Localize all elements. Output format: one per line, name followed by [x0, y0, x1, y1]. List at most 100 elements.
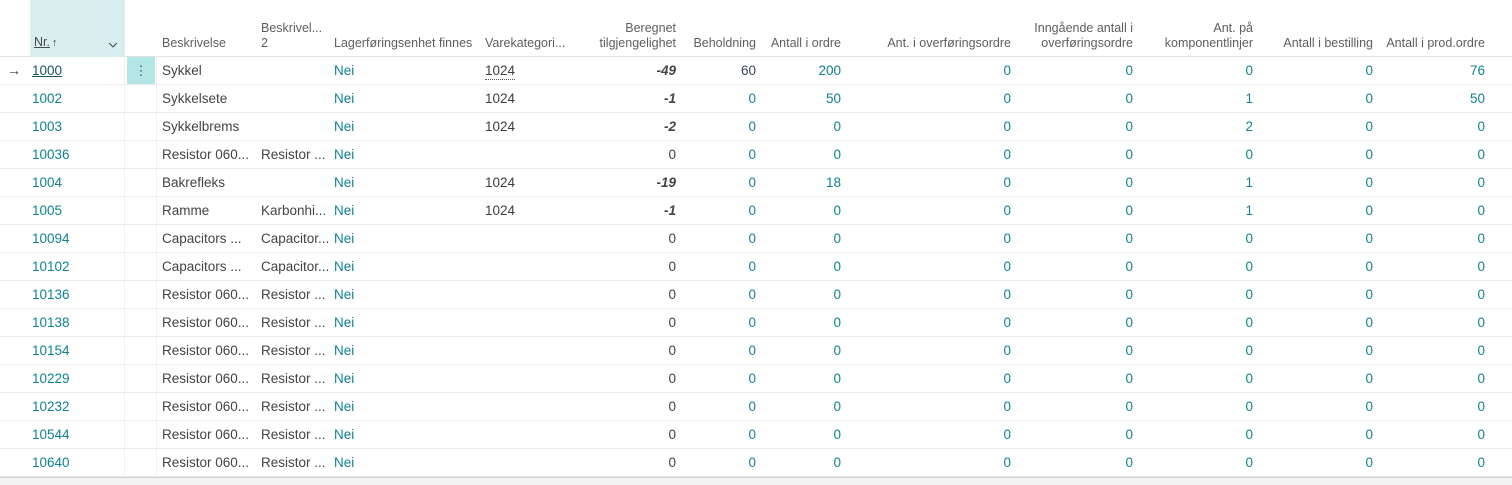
ant-pa-komponentlinjer-cell[interactable]: 0 — [1245, 427, 1253, 442]
ant-pa-komponentlinjer-cell[interactable]: 0 — [1245, 399, 1253, 414]
varekategori-cell[interactable] — [480, 449, 562, 476]
ant-pa-komponentlinjer-cell[interactable]: 0 — [1245, 231, 1253, 246]
antall-i-prodordre-cell[interactable]: 0 — [1477, 287, 1485, 302]
beskrivelse2-cell[interactable] — [257, 57, 330, 84]
inngaende-antall-cell[interactable]: 0 — [1125, 315, 1133, 330]
beholdning-cell[interactable]: 0 — [748, 371, 756, 386]
lagerforingsenhet-cell[interactable]: Nei — [334, 371, 355, 386]
ant-pa-komponentlinjer-cell[interactable]: 0 — [1245, 259, 1253, 274]
varekategori-cell[interactable]: 1024 — [480, 169, 562, 196]
column-header-beskrivelse[interactable]: Beskrivelse — [162, 36, 226, 50]
nr-cell[interactable]: 1005 — [30, 197, 125, 224]
beregnet-tilgjengelighet-cell[interactable]: -1 — [663, 91, 676, 106]
beskrivelse-cell[interactable]: Resistor 060... — [162, 147, 250, 162]
antall-i-prodordre-cell[interactable]: 76 — [1469, 63, 1485, 78]
antall-i-ordre-cell[interactable]: 0 — [833, 399, 841, 414]
more-options-button[interactable]: ⋮ — [127, 57, 155, 84]
beskrivelse-cell[interactable]: Capacitors ... — [162, 231, 242, 246]
antall-i-ordre-cell[interactable]: 0 — [833, 287, 841, 302]
inngaende-antall-cell[interactable]: 0 — [1125, 175, 1133, 190]
beskrivelse-cell[interactable]: Sykkelsete — [162, 91, 228, 106]
antall-i-prodordre-cell[interactable]: 0 — [1477, 231, 1485, 246]
ant-pa-komponentlinjer-cell[interactable]: 0 — [1245, 287, 1253, 302]
antall-i-bestilling-cell[interactable]: 0 — [1365, 63, 1373, 78]
beskrivelse2-cell[interactable]: Resistor ... — [261, 147, 326, 162]
beskrivelse-cell[interactable]: Resistor 060... — [162, 455, 250, 470]
antall-i-bestilling-cell[interactable]: 0 — [1365, 455, 1373, 470]
ant-i-overforingsordre-cell[interactable]: 0 — [1003, 63, 1011, 78]
ant-pa-komponentlinjer-cell[interactable]: 0 — [1245, 315, 1253, 330]
antall-i-ordre-cell[interactable]: 200 — [818, 63, 841, 78]
varekategori-cell[interactable] — [480, 253, 562, 280]
beskrivelse-cell[interactable]: Sykkel — [162, 63, 202, 78]
beskrivelse2-cell[interactable]: Resistor ... — [261, 427, 326, 442]
chevron-down-icon[interactable] — [107, 39, 119, 51]
beholdning-cell[interactable]: 0 — [748, 231, 756, 246]
beregnet-tilgjengelighet-cell[interactable]: 0 — [668, 427, 676, 442]
ant-i-overforingsordre-cell[interactable]: 0 — [1003, 343, 1011, 358]
nr-link[interactable]: 10232 — [32, 399, 70, 414]
nr-link[interactable]: 10138 — [32, 315, 70, 330]
beregnet-tilgjengelighet-cell[interactable]: -49 — [656, 63, 676, 78]
nr-cell[interactable]: 10640 — [30, 449, 125, 476]
antall-i-bestilling-cell[interactable]: 0 — [1365, 287, 1373, 302]
inngaende-antall-cell[interactable]: 0 — [1125, 455, 1133, 470]
antall-i-ordre-cell[interactable]: 0 — [833, 203, 841, 218]
lagerforingsenhet-cell[interactable]: Nei — [334, 427, 355, 442]
ant-pa-komponentlinjer-cell[interactable]: 0 — [1245, 455, 1253, 470]
antall-i-bestilling-cell[interactable]: 0 — [1365, 203, 1373, 218]
nr-cell[interactable]: 10544 — [30, 421, 125, 448]
ant-i-overforingsordre-cell[interactable]: 0 — [1003, 231, 1011, 246]
beholdning-cell[interactable]: 0 — [748, 203, 756, 218]
nr-link[interactable]: 10544 — [32, 427, 70, 442]
antall-i-ordre-cell[interactable]: 18 — [825, 175, 841, 190]
ant-i-overforingsordre-cell[interactable]: 0 — [1003, 455, 1011, 470]
nr-link[interactable]: 1005 — [32, 203, 63, 218]
column-header-antall-i-ordre[interactable]: Antall i ordre — [770, 36, 841, 50]
ant-pa-komponentlinjer-cell[interactable]: 1 — [1245, 91, 1253, 106]
ant-i-overforingsordre-cell[interactable]: 0 — [1003, 203, 1011, 218]
antall-i-prodordre-cell[interactable]: 0 — [1477, 427, 1485, 442]
ant-i-overforingsordre-cell[interactable]: 0 — [1003, 315, 1011, 330]
nr-cell[interactable]: 10094 — [30, 225, 125, 252]
antall-i-ordre-cell[interactable]: 0 — [833, 147, 841, 162]
lagerforingsenhet-cell[interactable]: Nei — [334, 203, 355, 218]
inngaende-antall-cell[interactable]: 0 — [1125, 287, 1133, 302]
antall-i-bestilling-cell[interactable]: 0 — [1365, 91, 1373, 106]
beskrivelse2-cell[interactable]: Resistor ... — [261, 371, 326, 386]
inngaende-antall-cell[interactable]: 0 — [1125, 147, 1133, 162]
varekategori-cell[interactable]: 1024 — [480, 197, 562, 224]
nr-link[interactable]: 1000 — [32, 63, 63, 78]
ant-pa-komponentlinjer-cell[interactable]: 0 — [1245, 343, 1253, 358]
lagerforingsenhet-cell[interactable]: Nei — [334, 91, 355, 106]
nr-link[interactable]: 10154 — [32, 343, 70, 358]
beregnet-tilgjengelighet-cell[interactable]: 0 — [668, 343, 676, 358]
beskrivelse-cell[interactable]: Resistor 060... — [162, 427, 250, 442]
ant-pa-komponentlinjer-cell[interactable]: 1 — [1245, 175, 1253, 190]
beholdning-cell[interactable]: 0 — [748, 427, 756, 442]
ant-pa-komponentlinjer-cell[interactable]: 0 — [1245, 63, 1253, 78]
antall-i-prodordre-cell[interactable]: 0 — [1477, 203, 1485, 218]
ant-i-overforingsordre-cell[interactable]: 0 — [1003, 91, 1011, 106]
beregnet-tilgjengelighet-cell[interactable]: 0 — [668, 287, 676, 302]
antall-i-prodordre-cell[interactable]: 0 — [1477, 259, 1485, 274]
ant-i-overforingsordre-cell[interactable]: 0 — [1003, 399, 1011, 414]
beregnet-tilgjengelighet-cell[interactable]: -2 — [663, 119, 676, 134]
antall-i-bestilling-cell[interactable]: 0 — [1365, 119, 1373, 134]
varekategori-cell[interactable] — [480, 393, 562, 420]
beholdning-cell[interactable]: 0 — [748, 455, 756, 470]
antall-i-prodordre-cell[interactable]: 0 — [1477, 371, 1485, 386]
nr-cell[interactable]: 1004 — [30, 169, 125, 196]
beskrivelse2-cell[interactable]: Capacitor... — [261, 231, 330, 246]
antall-i-prodordre-cell[interactable]: 0 — [1477, 455, 1485, 470]
antall-i-bestilling-cell[interactable]: 0 — [1365, 175, 1373, 190]
lagerforingsenhet-cell[interactable]: Nei — [334, 455, 355, 470]
antall-i-bestilling-cell[interactable]: 0 — [1365, 343, 1373, 358]
lagerforingsenhet-cell[interactable]: Nei — [334, 399, 355, 414]
nr-link[interactable]: 10036 — [32, 147, 70, 162]
nr-link[interactable]: 10136 — [32, 287, 70, 302]
beskrivelse-cell[interactable]: Sykkelbrems — [162, 119, 240, 134]
lagerforingsenhet-cell[interactable]: Nei — [334, 315, 355, 330]
antall-i-bestilling-cell[interactable]: 0 — [1365, 371, 1373, 386]
beskrivelse2-cell[interactable]: Karbonhi... — [261, 203, 327, 218]
